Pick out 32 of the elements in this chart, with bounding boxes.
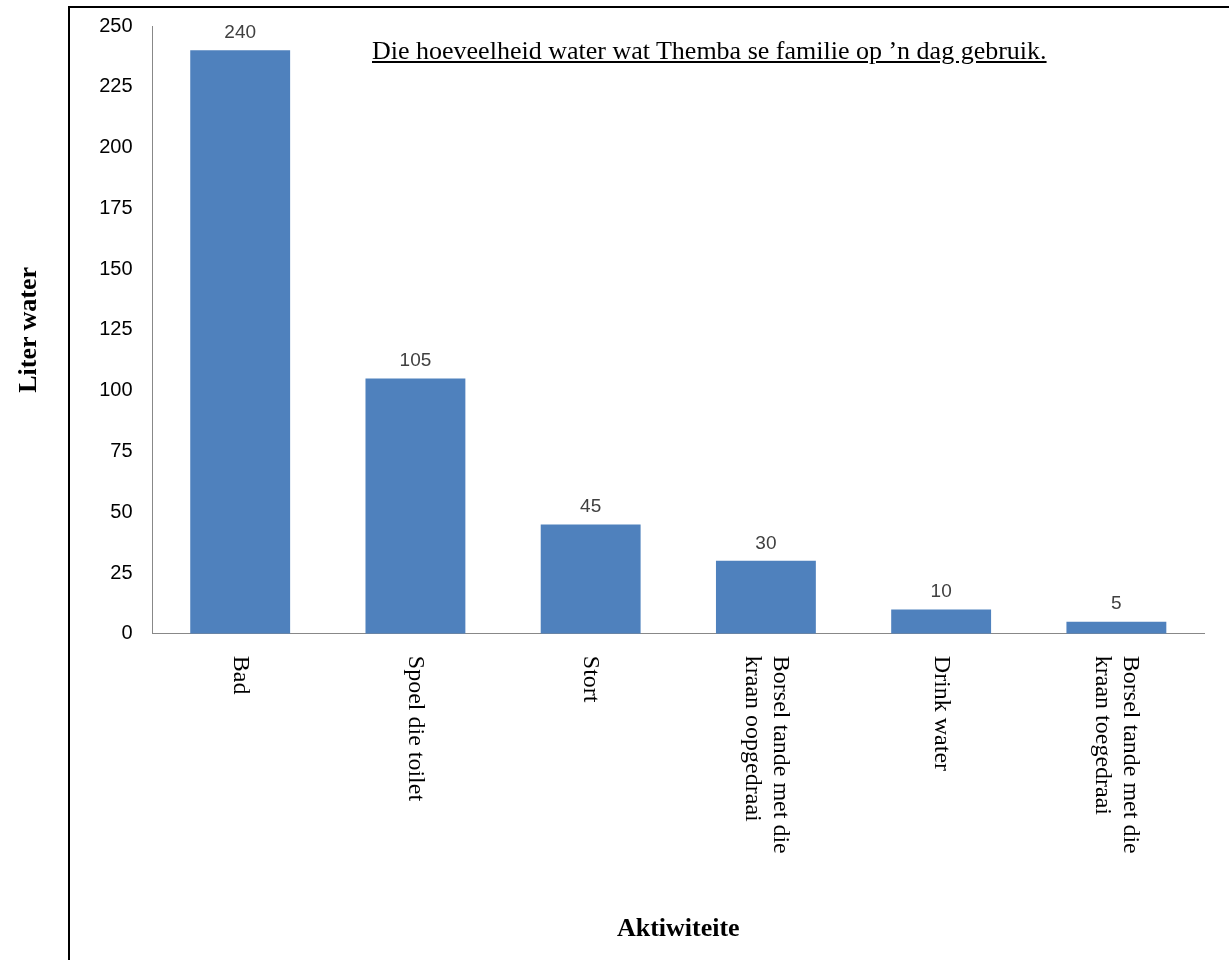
bar [891,609,992,634]
y-tick-label: 100 [99,378,133,401]
x-axis-title: Aktiwiteite [616,913,740,943]
bar [190,50,291,634]
x-tick-label: Bad [228,655,255,695]
y-tick-label: 175 [99,195,133,218]
x-tick-label: Borsel tande met die kraan toegedraai [1091,655,1146,854]
bar [715,560,816,634]
y-tick-label: 125 [99,317,133,340]
data-label: 10 [930,580,952,602]
x-tick-label: Borsel tande met die kraan oopgedraai [740,655,795,854]
y-axis-title: Liter water [13,266,43,393]
data-label: 45 [580,495,602,517]
data-label: 30 [755,531,777,553]
chart-title: Die hoeveelheid water wat Themba se familie op ’n dag gebruik. [372,35,1048,67]
bar [1066,621,1167,634]
bar [540,524,641,634]
y-tick-label: 200 [99,135,133,158]
y-tick-label: 225 [99,74,133,97]
data-label: 240 [224,21,257,43]
data-label: 5 [1111,592,1122,614]
y-tick-label: 0 [121,621,133,644]
bar [365,378,466,634]
y-tick-label: 250 [99,13,133,36]
y-tick-label: 25 [110,560,133,583]
y-tick-label: 150 [99,256,133,279]
x-tick-label: Spoel die toilet [404,655,431,802]
y-tick-label: 50 [110,499,133,522]
x-tick-label: Drink water [929,655,956,772]
x-tick-label: Stort [579,655,606,703]
data-label: 105 [399,349,432,371]
y-tick-label: 75 [110,438,133,461]
